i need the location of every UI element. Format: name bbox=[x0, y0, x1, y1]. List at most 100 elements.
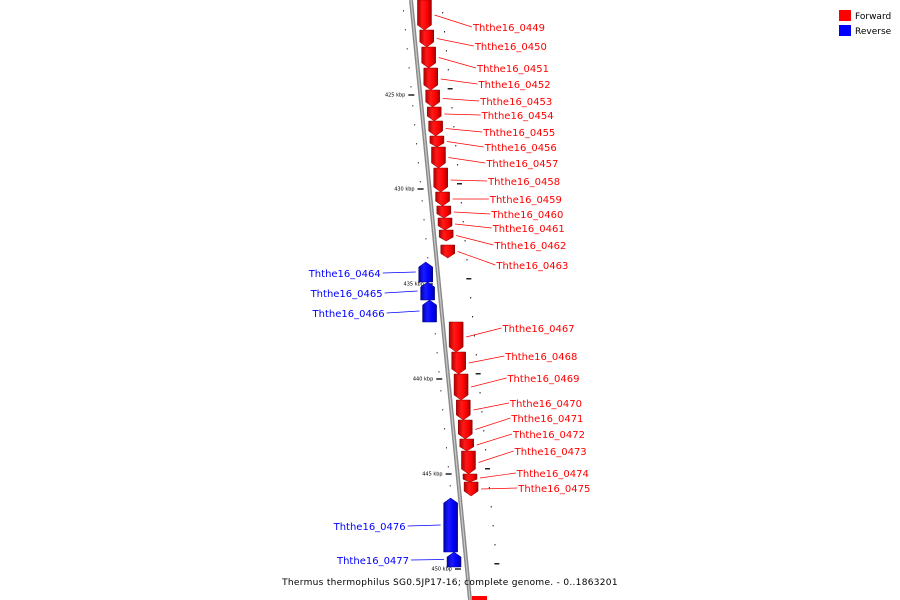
minor-tick bbox=[456, 183, 462, 185]
gene-label[interactable]: Ththe16_0450 bbox=[474, 42, 547, 53]
gene-arrow[interactable] bbox=[431, 146, 446, 169]
minor-tick bbox=[462, 221, 464, 223]
minor-tick bbox=[475, 354, 477, 356]
gene-arrow[interactable] bbox=[435, 191, 450, 207]
gene-arrow[interactable] bbox=[457, 419, 473, 440]
minor-tick bbox=[444, 31, 446, 33]
gene-label[interactable]: Ththe16_0462 bbox=[493, 241, 566, 252]
minor-tick bbox=[451, 107, 453, 109]
legend-reverse-label: Reverse bbox=[855, 27, 892, 37]
gene-arrow[interactable] bbox=[423, 67, 439, 91]
gene-arrow[interactable] bbox=[420, 281, 435, 301]
gene-arrow[interactable] bbox=[433, 167, 448, 193]
minor-tick bbox=[483, 430, 485, 432]
minor-tick bbox=[442, 409, 444, 411]
leader-line bbox=[450, 179, 488, 182]
leader-line bbox=[453, 211, 491, 215]
kbp-tick-label: 435 kbp bbox=[404, 282, 424, 288]
gene-arrow[interactable] bbox=[451, 351, 466, 375]
minor-tick bbox=[464, 240, 466, 242]
leader-line bbox=[384, 290, 418, 294]
gene-label[interactable]: Ththe16_0460 bbox=[490, 210, 563, 221]
gene-label[interactable]: Ththe16_0476 bbox=[333, 522, 406, 533]
gene-arrow[interactable] bbox=[429, 135, 445, 148]
gene-arrow[interactable] bbox=[428, 120, 443, 137]
gene-label[interactable]: Ththe16_0463 bbox=[495, 261, 568, 272]
minor-tick bbox=[412, 105, 414, 107]
gene-arrow[interactable] bbox=[456, 399, 471, 421]
gene-label[interactable]: Ththe16_0449 bbox=[472, 23, 545, 34]
minor-tick bbox=[447, 466, 449, 468]
minor-tick bbox=[488, 487, 490, 489]
gene-arrow[interactable] bbox=[463, 481, 479, 497]
gene-label[interactable]: Ththe16_0459 bbox=[489, 195, 562, 206]
gene-labels: Ththe16_0449 Ththe16_0450 Ththe16_0451 Thth… bbox=[308, 23, 591, 567]
leader-line bbox=[466, 327, 502, 338]
gene-arrow[interactable] bbox=[421, 46, 436, 69]
minor-tick bbox=[440, 390, 442, 392]
gene-label[interactable]: Ththe16_0451 bbox=[476, 64, 549, 75]
leader-line bbox=[481, 487, 518, 490]
gene-label[interactable]: Ththe16_0468 bbox=[504, 352, 577, 363]
minor-tick bbox=[492, 525, 494, 527]
gene-arrow[interactable] bbox=[446, 551, 462, 568]
gene-label[interactable]: Ththe16_0477 bbox=[336, 556, 409, 567]
gene-label[interactable]: Ththe16_0470 bbox=[509, 399, 582, 410]
gene-label[interactable]: Ththe16_0467 bbox=[502, 324, 575, 335]
gene-arrow[interactable] bbox=[443, 497, 458, 553]
leader-line bbox=[457, 251, 496, 266]
minor-tick bbox=[453, 126, 455, 128]
gene-label[interactable]: Ththe16_0473 bbox=[514, 447, 587, 458]
minor-tick bbox=[404, 29, 406, 31]
leader-line bbox=[445, 128, 483, 133]
gene-track bbox=[417, 0, 479, 568]
gene-arrow[interactable] bbox=[461, 450, 476, 475]
leader-line bbox=[444, 113, 481, 116]
gene-arrow[interactable] bbox=[438, 229, 454, 242]
minor-tick bbox=[425, 238, 427, 240]
minor-tick bbox=[436, 352, 438, 354]
gene-label[interactable]: Ththe16_0466 bbox=[312, 309, 385, 320]
gene-arrow[interactable] bbox=[448, 321, 464, 353]
gene-label[interactable]: Ththe16_0452 bbox=[478, 80, 551, 91]
gene-label[interactable]: Ththe16_0474 bbox=[516, 469, 589, 480]
gene-label[interactable]: Ththe16_0472 bbox=[512, 430, 585, 441]
gene-label[interactable]: Ththe16_0456 bbox=[484, 143, 557, 154]
gene-arrow[interactable] bbox=[440, 244, 455, 259]
gene-label[interactable]: Ththe16_0465 bbox=[310, 289, 383, 300]
gene-label[interactable]: Ththe16_0464 bbox=[308, 269, 381, 280]
gene-arrow[interactable] bbox=[425, 89, 440, 108]
gene-label[interactable]: Ththe16_0469 bbox=[506, 374, 579, 385]
gene-arrow[interactable] bbox=[417, 0, 432, 31]
gene-arrow[interactable] bbox=[426, 106, 442, 122]
kbp-tick-label: 445 kbp bbox=[422, 472, 442, 478]
minor-tick bbox=[470, 297, 472, 299]
gene-label[interactable]: Ththe16_0461 bbox=[492, 224, 565, 235]
gene-label[interactable]: Ththe16_0455 bbox=[482, 128, 555, 139]
genome-caption: Thermus thermophilus SG0.5JP17-16, compl… bbox=[282, 578, 618, 588]
gene-arrow[interactable] bbox=[422, 299, 437, 323]
minor-tick bbox=[494, 544, 496, 546]
gene-label[interactable]: Ththe16_0454 bbox=[481, 111, 554, 122]
minor-tick bbox=[423, 219, 425, 221]
leader-line bbox=[382, 271, 416, 274]
minor-tick bbox=[473, 335, 475, 337]
leader-line bbox=[454, 223, 492, 229]
gene-label[interactable]: Ththe16_0453 bbox=[479, 97, 552, 108]
gene-label[interactable]: Ththe16_0457 bbox=[485, 159, 558, 170]
gene-label[interactable]: Ththe16_0475 bbox=[517, 484, 590, 495]
gene-arrow[interactable] bbox=[459, 438, 475, 452]
kbp-tick-label: 425 kbp bbox=[385, 93, 405, 99]
gene-arrow[interactable] bbox=[462, 473, 478, 483]
gene-arrow[interactable] bbox=[453, 373, 469, 401]
gene-label[interactable]: Ththe16_0458 bbox=[487, 177, 560, 188]
minor-tick bbox=[445, 447, 447, 449]
gene-label[interactable]: Ththe16_0471 bbox=[510, 414, 583, 425]
gene-arrow[interactable] bbox=[437, 217, 453, 231]
minor-tick bbox=[419, 181, 421, 183]
gene-arrow[interactable] bbox=[436, 205, 452, 219]
minor-tick bbox=[490, 506, 492, 508]
leader-line bbox=[440, 78, 478, 85]
gene-arrow[interactable] bbox=[419, 29, 435, 48]
gene-arrow[interactable] bbox=[418, 261, 433, 283]
